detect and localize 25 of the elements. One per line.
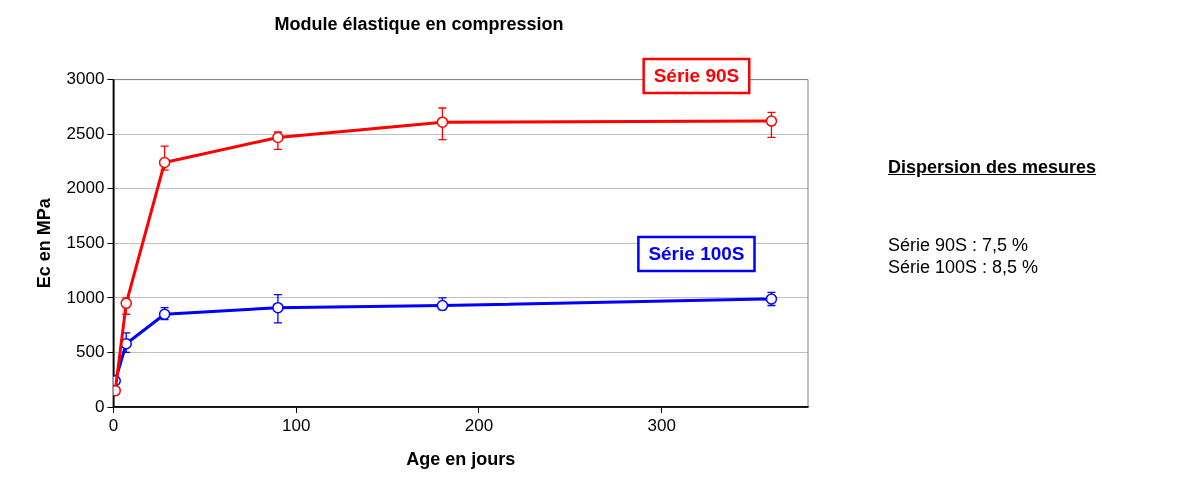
point (765, 115, 778, 127)
point (272, 301, 284, 314)
series-label: Série 90S (653, 65, 740, 87)
point (436, 116, 449, 128)
x-tick-label: 200 (464, 415, 494, 435)
y-tick-label: 2500 (66, 123, 105, 143)
y-tick-label: 2000 (66, 178, 105, 198)
y-tick-label: 500 (76, 342, 105, 362)
series-label: Série 100S (648, 243, 745, 265)
y-tick-label: 1500 (66, 232, 105, 252)
y-axis-title: Ec en MPa (33, 197, 54, 289)
point (158, 156, 171, 169)
x-tick-label: 100 (282, 415, 311, 435)
x-axis-title: Age en jours (406, 449, 516, 470)
x-tick-label: 0 (108, 415, 119, 435)
y-tick-label: 3000 (66, 69, 105, 89)
text: Dispersion des mesures (888, 156, 1097, 178)
y-tick-label: 0 (94, 396, 105, 416)
point (272, 131, 284, 144)
text: Série 90S : 7,5 % (888, 234, 1030, 256)
y-tick-label: 1000 (66, 287, 105, 307)
text: Série 100S : 8,5 % (888, 256, 1040, 278)
chart-title: Module élastique en compression (274, 13, 564, 34)
point (120, 297, 132, 310)
x-tick-label: 300 (647, 415, 676, 435)
